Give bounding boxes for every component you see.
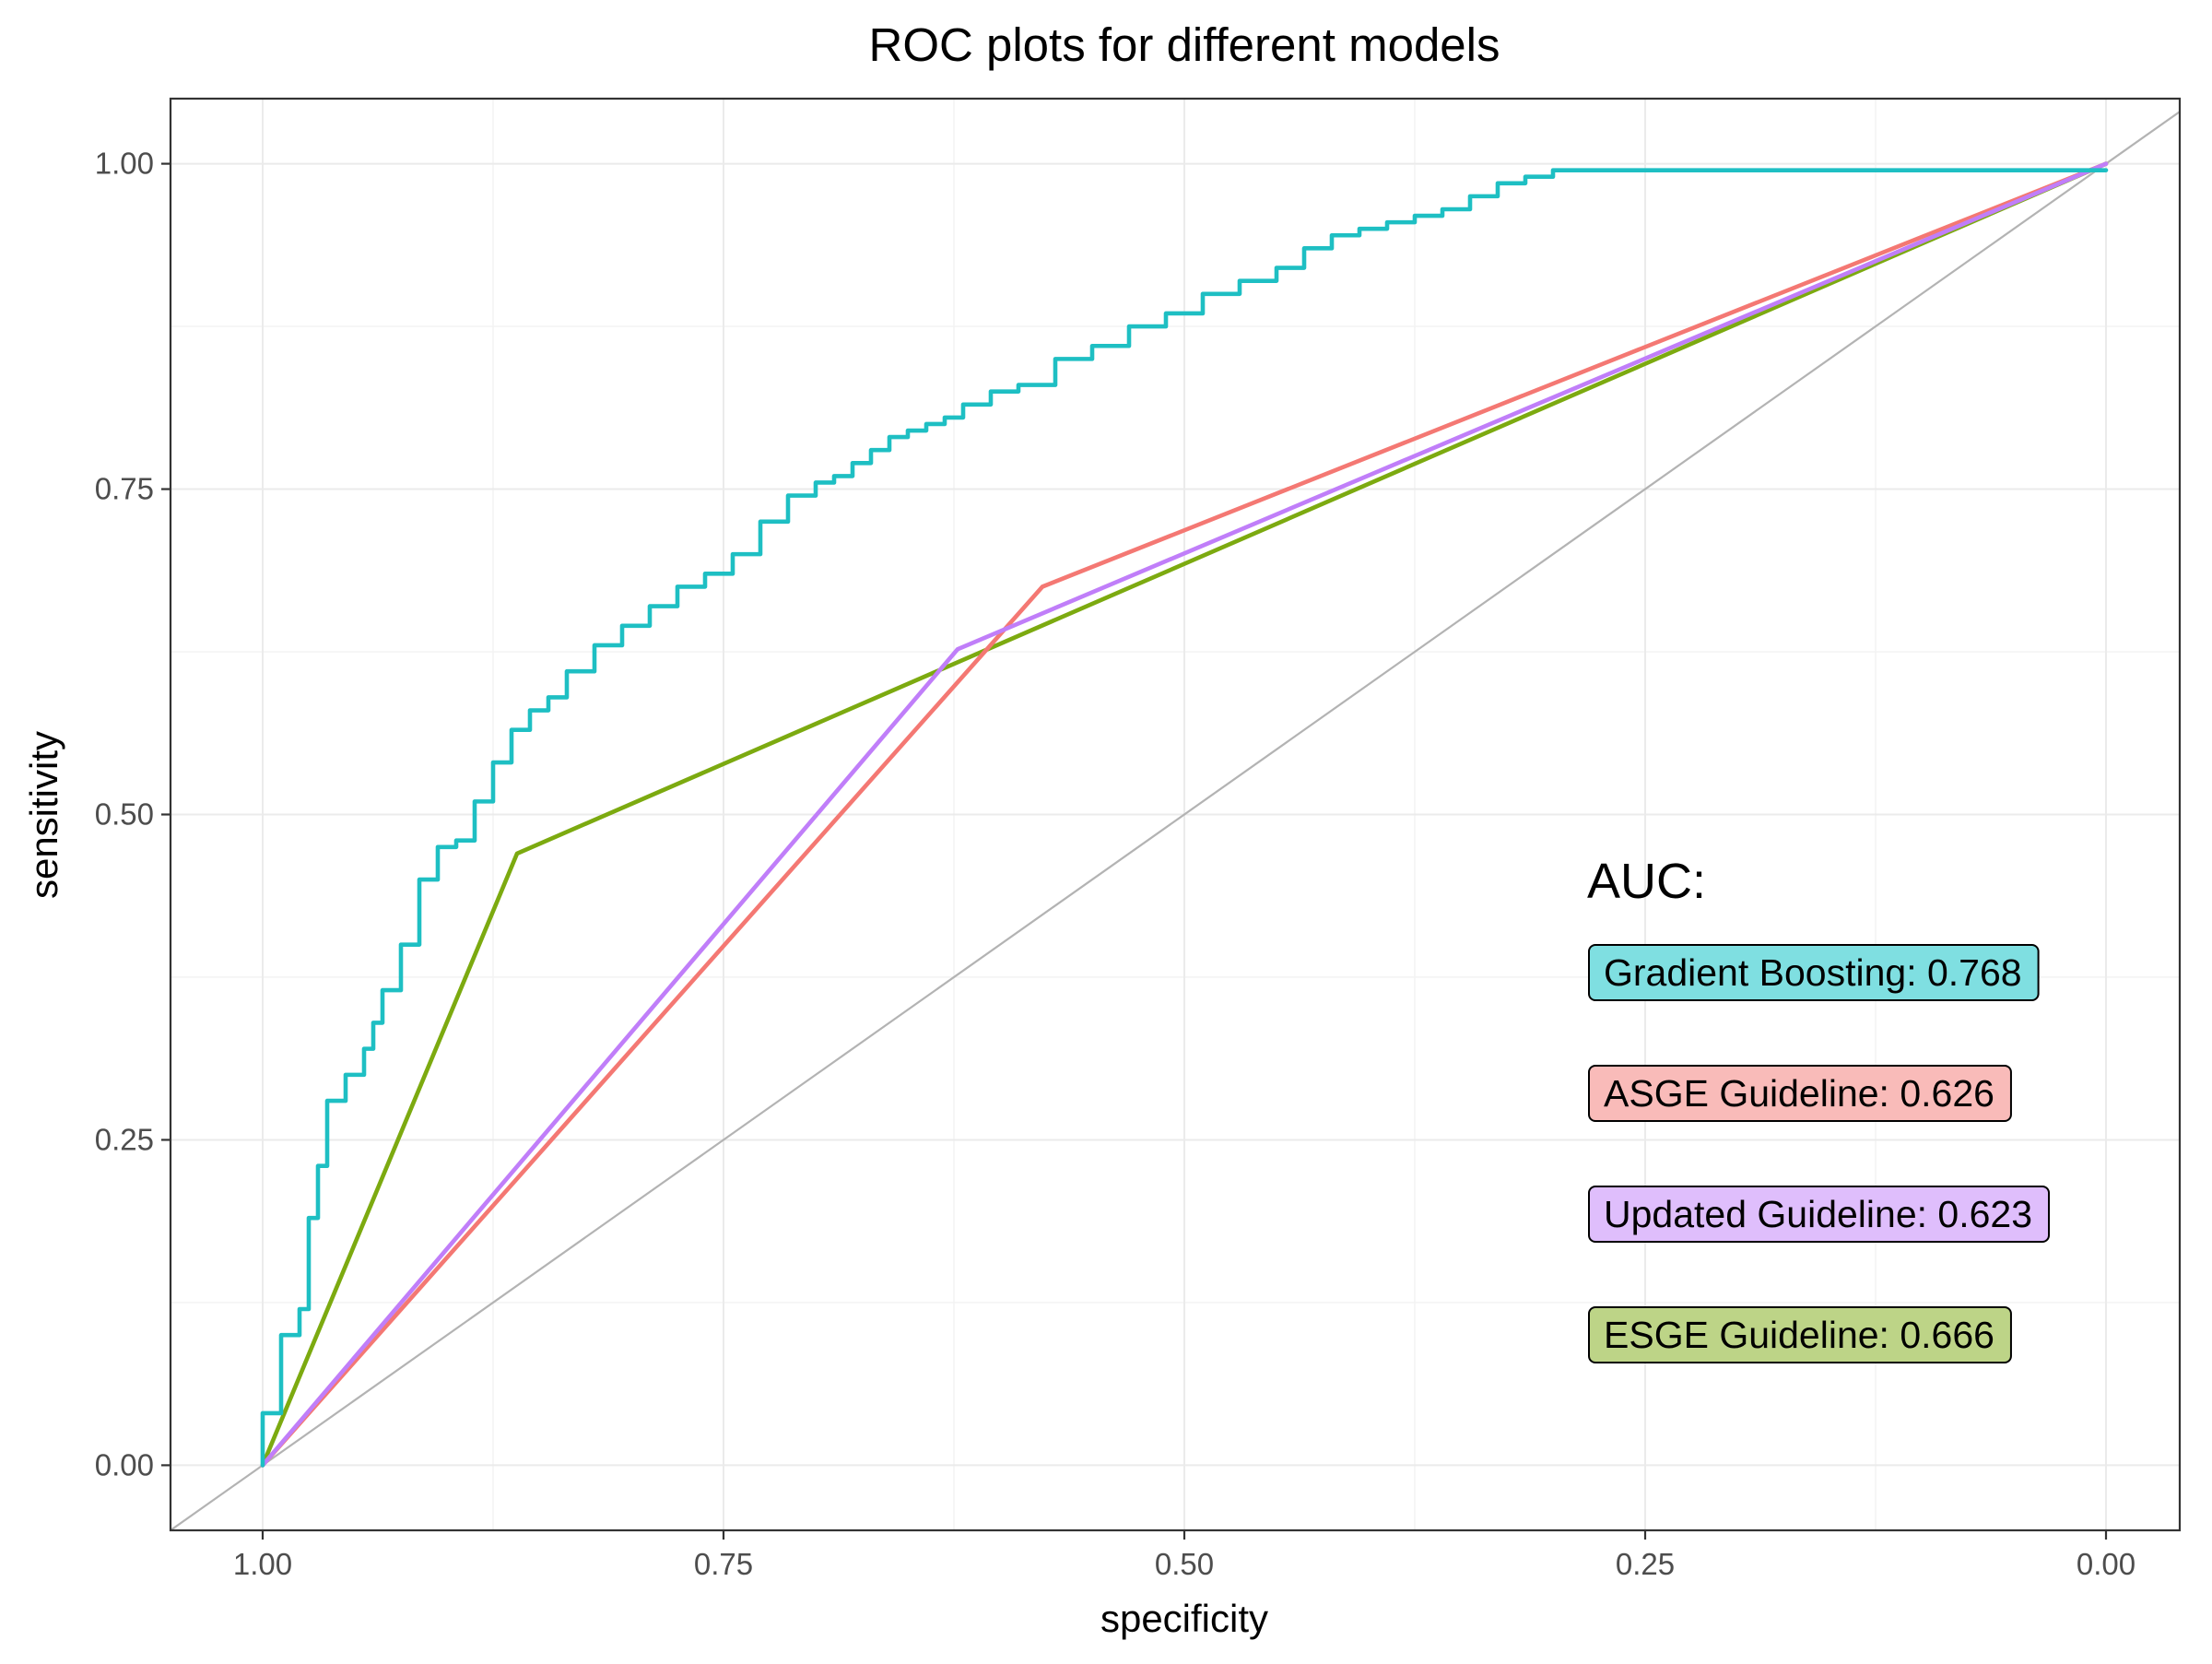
reference-diagonal-line xyxy=(171,111,2180,1530)
auc-annotation: AUC: Gradient Boosting: 0.768 ASGE Guidel… xyxy=(1587,854,2051,1363)
roc-curve-asge xyxy=(260,161,2109,1468)
roc-curve-esge xyxy=(260,161,2109,1468)
y-tick-label: 1.00 xyxy=(95,147,154,181)
auc-label-box xyxy=(1588,1186,2051,1243)
x-tick-label: 0.25 xyxy=(1616,1547,1675,1581)
auc-label-text: ESGE Guideline: 0.666 xyxy=(1604,1314,1994,1356)
x-axis-title: specificity xyxy=(1100,1597,1268,1640)
y-tick-label: 0.25 xyxy=(95,1122,154,1156)
y-tick-label: 0.50 xyxy=(95,797,154,832)
auc-label-1: ASGE Guideline: 0.626 xyxy=(1588,1065,2012,1122)
roc-curve-gb xyxy=(260,168,2109,1468)
auc-label-text: Gradient Boosting: 0.768 xyxy=(1604,951,2022,994)
chart-title: ROC plots for different models xyxy=(868,18,1500,71)
y-tick-label: 0.00 xyxy=(95,1447,154,1481)
x-tick-label: 0.00 xyxy=(2077,1547,2136,1581)
auc-title: AUC: xyxy=(1587,854,1706,909)
auc-label-text: Updated Guideline: 0.623 xyxy=(1604,1193,2032,1235)
auc-label-box xyxy=(1588,944,2040,1001)
x-tick-label: 0.50 xyxy=(1155,1547,1214,1581)
y-axis-title: sensitivity xyxy=(22,731,65,899)
grid-lines xyxy=(171,99,2180,1530)
auc-label-box xyxy=(1588,1065,2012,1122)
auc-label-3: ESGE Guideline: 0.666 xyxy=(1588,1306,2012,1363)
x-tick-label: 1.00 xyxy=(233,1547,292,1581)
plot-area xyxy=(171,111,2180,1530)
x-tick-label: 0.75 xyxy=(694,1547,753,1581)
x-axis: 1.00 0.75 0.50 0.25 0.00 xyxy=(233,1530,2136,1581)
y-tick-label: 0.75 xyxy=(95,472,154,506)
auc-label-0: Gradient Boosting: 0.768 xyxy=(1588,944,2040,1001)
y-axis: 0.00 0.25 0.50 0.75 1.00 xyxy=(95,147,171,1481)
auc-label-text: ASGE Guideline: 0.626 xyxy=(1604,1072,1994,1115)
auc-label-2: Updated Guideline: 0.623 xyxy=(1588,1186,2051,1243)
auc-label-box xyxy=(1588,1306,2012,1363)
roc-curve-updated xyxy=(260,161,2109,1468)
